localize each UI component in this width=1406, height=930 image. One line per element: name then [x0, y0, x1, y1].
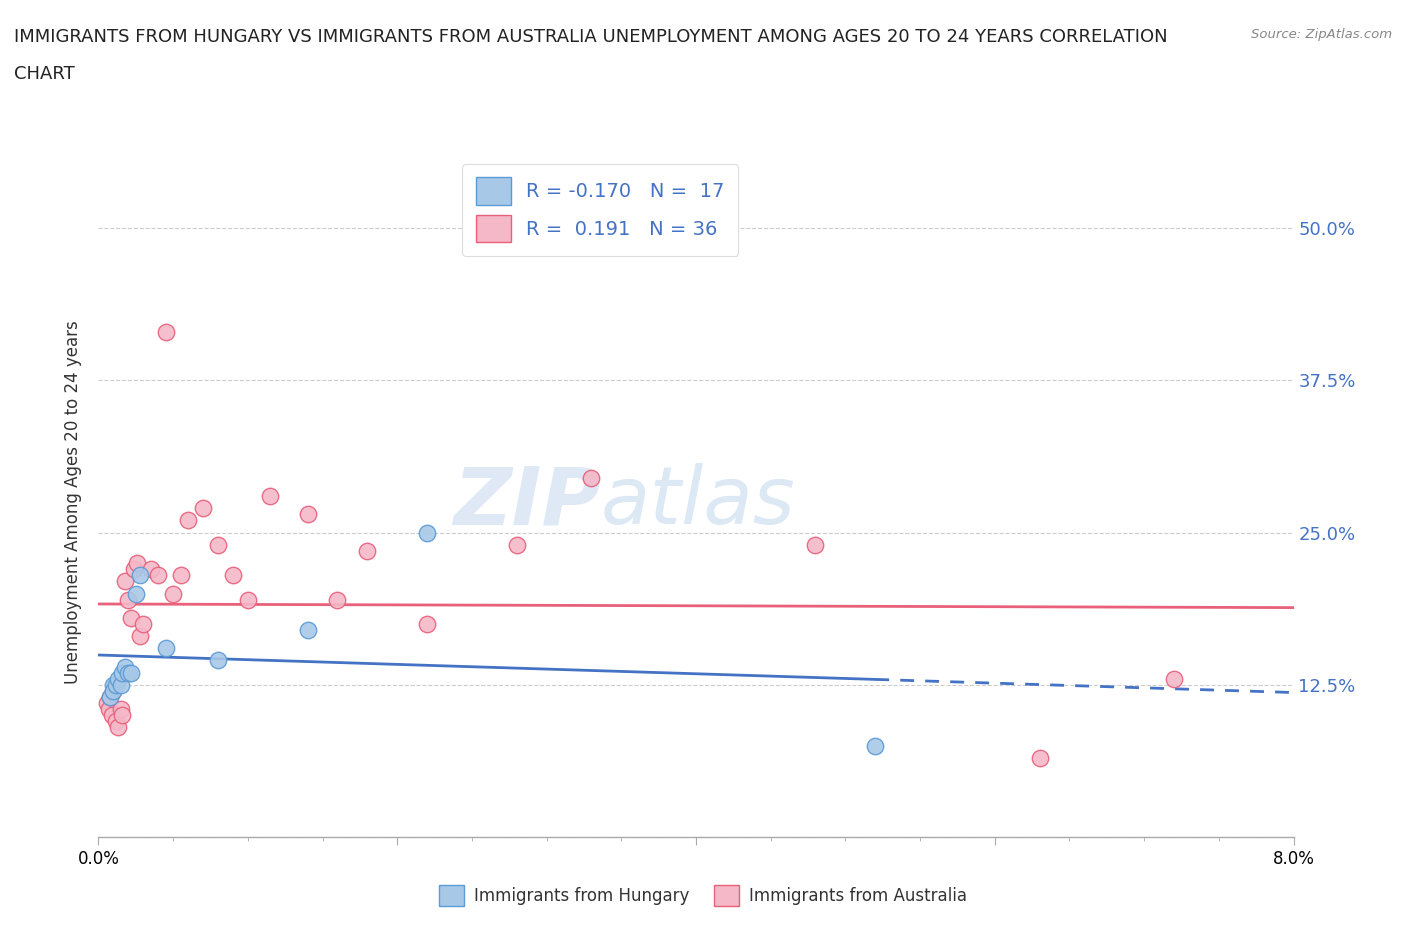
Point — [356, 543, 378, 558]
Point — [103, 684, 125, 698]
Point — [124, 562, 146, 577]
Point — [98, 689, 122, 704]
Point — [148, 568, 170, 583]
Point — [105, 677, 128, 692]
Point — [222, 568, 245, 583]
Point — [169, 568, 191, 583]
Point — [129, 629, 152, 644]
Point — [103, 677, 125, 692]
Point — [101, 708, 124, 723]
Text: atlas: atlas — [600, 463, 796, 541]
Legend: Immigrants from Hungary, Immigrants from Australia: Immigrants from Hungary, Immigrants from… — [432, 879, 974, 912]
Point — [1163, 671, 1185, 686]
Point — [236, 592, 259, 607]
Point — [139, 562, 162, 577]
Point — [110, 677, 132, 692]
Point — [191, 501, 214, 516]
Point — [96, 696, 118, 711]
Text: IMMIGRANTS FROM HUNGARY VS IMMIGRANTS FROM AUSTRALIA UNEMPLOYMENT AMONG AGES 20 : IMMIGRANTS FROM HUNGARY VS IMMIGRANTS FR… — [14, 28, 1168, 46]
Point — [259, 488, 281, 503]
Point — [120, 665, 142, 680]
Point — [297, 622, 319, 637]
Point — [117, 665, 139, 680]
Point — [117, 592, 139, 607]
Point — [103, 684, 125, 698]
Point — [155, 641, 177, 656]
Point — [110, 702, 132, 717]
Point — [581, 471, 603, 485]
Text: Source: ZipAtlas.com: Source: ZipAtlas.com — [1251, 28, 1392, 41]
Point — [114, 574, 136, 589]
Point — [111, 708, 134, 723]
Point — [416, 617, 439, 631]
Text: ZIP: ZIP — [453, 463, 600, 541]
Point — [326, 592, 349, 607]
Point — [207, 653, 229, 668]
Point — [107, 720, 129, 735]
Point — [207, 538, 229, 552]
Point — [132, 617, 155, 631]
Point — [129, 568, 152, 583]
Point — [114, 659, 136, 674]
Text: CHART: CHART — [14, 65, 75, 83]
Point — [127, 555, 149, 570]
Point — [97, 702, 120, 717]
Point — [804, 538, 827, 552]
Point — [120, 610, 142, 625]
Point — [111, 665, 134, 680]
Point — [1028, 751, 1050, 765]
Point — [105, 714, 128, 729]
Point — [107, 671, 129, 686]
Point — [416, 525, 439, 540]
Legend: R = -0.170   N =  17, R =  0.191   N = 36: R = -0.170 N = 17, R = 0.191 N = 36 — [463, 164, 738, 256]
Point — [177, 513, 200, 528]
Point — [297, 507, 319, 522]
Point — [162, 586, 184, 601]
Y-axis label: Unemployment Among Ages 20 to 24 years: Unemployment Among Ages 20 to 24 years — [65, 320, 83, 684]
Point — [863, 738, 886, 753]
Point — [155, 325, 177, 339]
Point — [98, 689, 122, 704]
Point — [506, 538, 529, 552]
Point — [125, 586, 148, 601]
